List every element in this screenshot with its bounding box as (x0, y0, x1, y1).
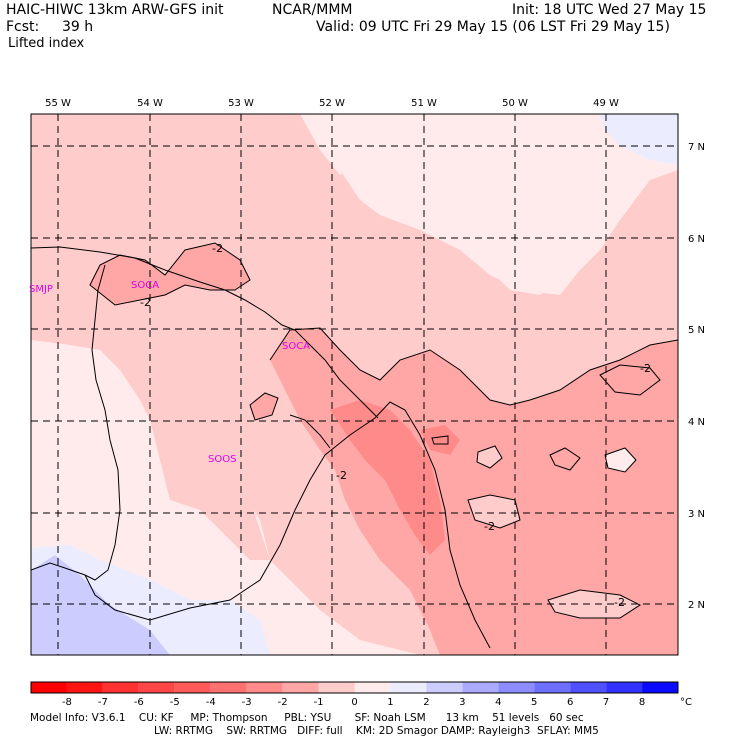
colorbar-tick-label: -8 (62, 697, 72, 708)
colorbar-tick-label: 7 (603, 697, 609, 708)
contour-label: -2 (140, 296, 151, 309)
shade-minus4-minus3 (330, 400, 445, 555)
shade-hole-4 (477, 446, 502, 468)
shade-hole-2 (548, 590, 640, 618)
colorbar (30, 681, 679, 694)
contours-minus2 (89, 242, 678, 619)
shade-minus4-minus3-b (420, 425, 460, 455)
model-info-line1: Model Info: V3.6.1 CU: KF MP: Thompson P… (30, 712, 584, 724)
station-label-group: SMJP SOCA SOCA SOOS (29, 280, 310, 465)
contour-label: -2 (614, 596, 625, 609)
lon-label: 51 W (411, 98, 437, 109)
station-label: SOCA (131, 280, 159, 291)
center-name: NCAR/MMM (272, 2, 353, 18)
lon-label: 55 W (45, 98, 71, 109)
colorbar-tick-label: -5 (170, 697, 180, 708)
border-brazil (84, 401, 491, 649)
colorbar-tick-label: -6 (134, 697, 144, 708)
contour-label: -2 (336, 469, 347, 482)
graticule (31, 114, 678, 655)
lat-label: 7 N (688, 142, 705, 153)
colorbar-segment (426, 682, 463, 693)
map-frame (30, 113, 679, 656)
shade-upper-right-light (300, 114, 620, 175)
shade-positive-top (600, 114, 678, 165)
shaded-field (31, 114, 678, 655)
colorbar-segment (210, 682, 247, 693)
colorbar-segment (66, 682, 103, 693)
colorbar-segment (462, 682, 499, 693)
colorbar-tick-label: -4 (206, 697, 216, 708)
colorbar-tick-label: -1 (314, 697, 324, 708)
fcst-value: 39 h (62, 19, 94, 35)
fcst-label: Fcst: (6, 19, 40, 35)
colorbar-segment (534, 682, 571, 693)
colorbar-segment (174, 682, 211, 693)
colorbar-segment (642, 682, 678, 693)
colorbar-unit: °C (680, 697, 692, 708)
contour-label: -2 (212, 242, 223, 255)
init-time: Init: 18 UTC Wed 27 May 15 (512, 2, 707, 18)
shade-hole-3 (605, 448, 636, 472)
shade-positive-lower-left (31, 555, 170, 655)
colorbar-tick-label: 0 (351, 697, 357, 708)
lon-label: 54 W (137, 98, 163, 109)
lon-label: 53 W (228, 98, 254, 109)
lat-label-group: 7 N 6 N 5 N 4 N 3 N 2 N (688, 142, 705, 611)
station-label: SOOS (208, 454, 236, 465)
colorbar-segment (318, 682, 355, 693)
colorbar-tick-label: 8 (639, 697, 645, 708)
colorbar-tick-label: 6 (567, 697, 573, 708)
lat-label: 6 N (688, 234, 705, 245)
lon-label-group: 55 W 54 W 53 W 52 W 51 W 50 W 49 W (45, 98, 619, 109)
colorbar-tick-label: 5 (531, 697, 537, 708)
lon-label: 50 W (502, 98, 528, 109)
colorbar-frame (30, 681, 679, 694)
lon-label: 49 W (593, 98, 619, 109)
colorbar-segment (282, 682, 319, 693)
colorbar-tick-label: -3 (242, 697, 252, 708)
colorbar-tick-label: 1 (387, 697, 393, 708)
colorbar-segment (498, 682, 535, 693)
lon-label: 52 W (319, 98, 345, 109)
colorbar-segment (606, 682, 643, 693)
valid-time: Valid: 09 UTC Fri 29 May 15 (06 LST Fri … (316, 19, 670, 35)
colorbar-tick-label: 3 (459, 697, 465, 708)
contour-label: -2 (484, 520, 495, 533)
colorbar-tick-label: 2 (423, 697, 429, 708)
colorbar-segment (31, 682, 67, 693)
contour-label: -2 (640, 362, 651, 375)
lat-label: 5 N (688, 325, 705, 336)
colorbar-segment (570, 682, 607, 693)
border-guyana-suriname (31, 264, 121, 581)
colorbar-tick-label: -7 (98, 697, 108, 708)
colorbar-ticks: -8 -7 -6 -5 -4 -3 -2 -1 0 1 2 3 4 5 6 7 8 (62, 697, 645, 708)
colorbar-tick-label: 4 (495, 697, 501, 708)
field-name: Lifted index (8, 36, 85, 51)
model-title: HAIC-HIWC 13km ARW-GFS init (6, 2, 224, 18)
lat-label: 4 N (688, 417, 705, 428)
shade-hole-1 (468, 495, 520, 528)
contour-label-group: -2 -2 -2 -2 -2 -2 (140, 242, 651, 609)
colorbar-segment (138, 682, 175, 693)
colorbar-segment (354, 682, 391, 693)
lat-label: 3 N (688, 509, 705, 520)
colorbar-segment (246, 682, 283, 693)
station-label: SMJP (29, 284, 53, 295)
lat-label: 2 N (688, 600, 705, 611)
station-label: SOCA (282, 341, 310, 352)
colorbar-segment (102, 682, 139, 693)
colorbar-segment (390, 682, 427, 693)
colorbar-tick-label: -2 (278, 697, 288, 708)
model-info-line2: LW: RRTMG SW: RRTMG DIFF: full KM: 2D Sm… (154, 725, 599, 737)
